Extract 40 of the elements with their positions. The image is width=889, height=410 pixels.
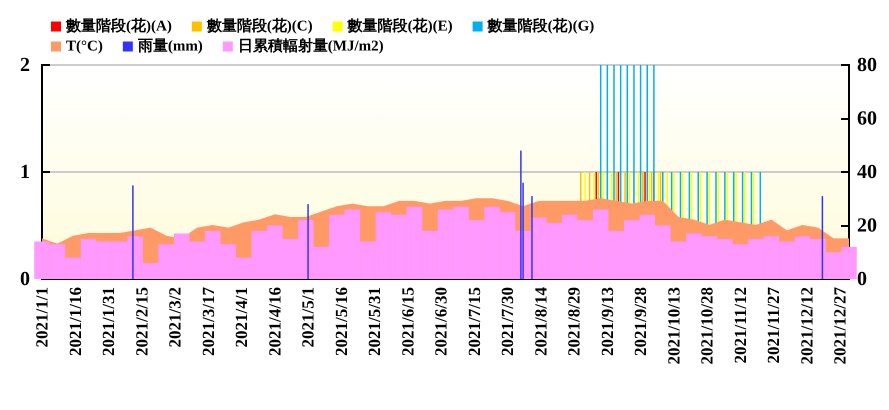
x-tick-label: 2021/8/29 (564, 287, 584, 356)
x-tick-label: 2021/3/17 (198, 286, 218, 356)
legend-label: 數量階段(花)(E) (346, 18, 453, 34)
x-tick-label: 2021/8/14 (531, 286, 550, 356)
x-tick-label: 2021/5/1 (298, 287, 318, 348)
x-tick-label: 2021/11/27 (764, 286, 784, 364)
y-tick-label: 2 (20, 54, 30, 76)
x-tick-label: 2021/7/15 (464, 287, 484, 356)
x-tick-label: 2021/9/13 (598, 287, 617, 356)
legend-label: 數量階段(花)(C) (206, 18, 313, 34)
y-tick-label: 0 (20, 268, 30, 290)
x-tick-label: 2021/2/15 (132, 287, 152, 356)
y2-tick-label: 60 (857, 108, 877, 130)
x-tick-label: 2021/12/27 (830, 286, 850, 364)
x-tick-label: 2021/9/28 (631, 287, 650, 356)
x-tick-label: 2021/1/1 (32, 287, 52, 348)
x-tick-label: 2021/3/2 (166, 287, 185, 348)
y2-tick-label: 40 (857, 161, 877, 183)
x-tick-label: 2021/5/31 (365, 287, 384, 356)
x-tick-label: 2021/6/30 (432, 287, 451, 356)
x-tick-label: 2021/4/16 (265, 287, 284, 356)
legend-label: 數量階段(花)(A) (65, 18, 172, 34)
x-tick-label: 2021/1/16 (66, 287, 85, 356)
legend-label: 日累積輻射量(MJ/m2) (238, 38, 384, 54)
x-tick-label: 2021/1/31 (99, 287, 118, 356)
x-tick-label: 2021/7/30 (498, 287, 518, 356)
x-tick-label: 2021/12/12 (797, 287, 816, 364)
y-tick-label: 1 (20, 161, 30, 183)
x-tick-label: 2021/6/15 (398, 287, 418, 356)
legend-label: T(°C) (66, 38, 103, 54)
x-tick-label: 2021/10/28 (698, 287, 717, 364)
legend-label: 雨量(mm) (136, 38, 203, 54)
x-tick-label: 2021/10/13 (664, 287, 684, 364)
legend-label: 數量階段(花)(G) (486, 18, 594, 34)
x-tick-label: 2021/5/16 (332, 287, 351, 356)
y2-tick-label: 20 (857, 214, 877, 236)
x-tick-label: 2021/11/12 (730, 287, 750, 364)
y2-tick-label: 80 (857, 54, 877, 76)
y2-tick-label: 0 (857, 268, 867, 290)
x-tick-label: 2021/4/1 (232, 287, 252, 348)
